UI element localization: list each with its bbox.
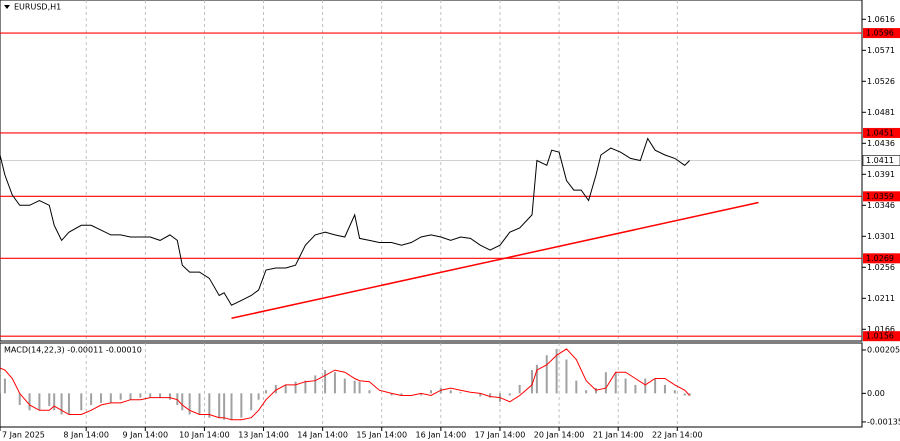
x-tick-label: 8 Jan 14:00 <box>63 431 109 440</box>
level-tag <box>863 191 900 202</box>
level-label: 1.0451 <box>866 128 894 137</box>
x-tick-label: 9 Jan 14:00 <box>123 431 169 440</box>
x-tick-label: 17 Jan 14:00 <box>475 431 526 440</box>
price-line <box>0 137 690 306</box>
level-tag <box>863 253 900 264</box>
level-tag <box>863 331 900 342</box>
x-tick-label: 7 Jan 2025 <box>2 431 45 440</box>
y-tick-label: 1.0211 <box>867 294 895 303</box>
x-tick-label: 16 Jan 14:00 <box>416 431 467 440</box>
y-tick-label: 1.0616 <box>867 15 895 24</box>
y-tick-label: 1.0346 <box>867 201 895 210</box>
menu-arrow <box>4 5 10 9</box>
y-tick-label: 1.0166 <box>867 325 895 334</box>
last-price-tag <box>862 155 900 166</box>
x-tick-label: 22 Jan 14:00 <box>652 431 703 440</box>
chart-title: EURUSD,H1 <box>14 3 61 12</box>
macd-title: MACD(14,22,3) -0.00011 -0.00010 <box>4 346 142 355</box>
last-price-label: 1.0411 <box>866 156 894 165</box>
y-tick-label: 0.00205 <box>867 345 900 354</box>
y-tick-label: 1.0436 <box>867 139 895 148</box>
level-label: 1.0596 <box>866 29 894 38</box>
signal-line <box>0 348 690 421</box>
y-tick-label: 1.0256 <box>867 263 895 272</box>
trend-line <box>231 201 759 319</box>
level-label: 1.0156 <box>866 332 894 341</box>
y-tick-label: 1.0481 <box>867 108 895 117</box>
level-tag <box>863 127 900 138</box>
macd-panel <box>0 342 863 428</box>
y-tick-label: 1.0391 <box>867 170 895 179</box>
y-tick-label: 1.0526 <box>867 77 895 86</box>
x-tick-label: 15 Jan 14:00 <box>356 431 407 440</box>
x-tick-label: 14 Jan 14:00 <box>297 431 348 440</box>
x-tick-label: 13 Jan 14:00 <box>238 431 289 440</box>
x-tick-label: 21 Jan 14:00 <box>593 431 644 440</box>
price-panel <box>0 0 863 342</box>
y-tick-label: -0.00135 <box>867 417 900 426</box>
level-label: 1.0269 <box>866 254 894 263</box>
y-tick-label: 1.0301 <box>867 232 895 241</box>
y-tick-label: 1.0571 <box>867 46 895 55</box>
x-tick-label: 10 Jan 14:00 <box>179 431 230 440</box>
level-tag <box>863 28 900 39</box>
x-tick-label: 20 Jan 14:00 <box>534 431 585 440</box>
level-label: 1.0359 <box>866 192 894 201</box>
y-tick-label: 0.00 <box>867 389 885 398</box>
